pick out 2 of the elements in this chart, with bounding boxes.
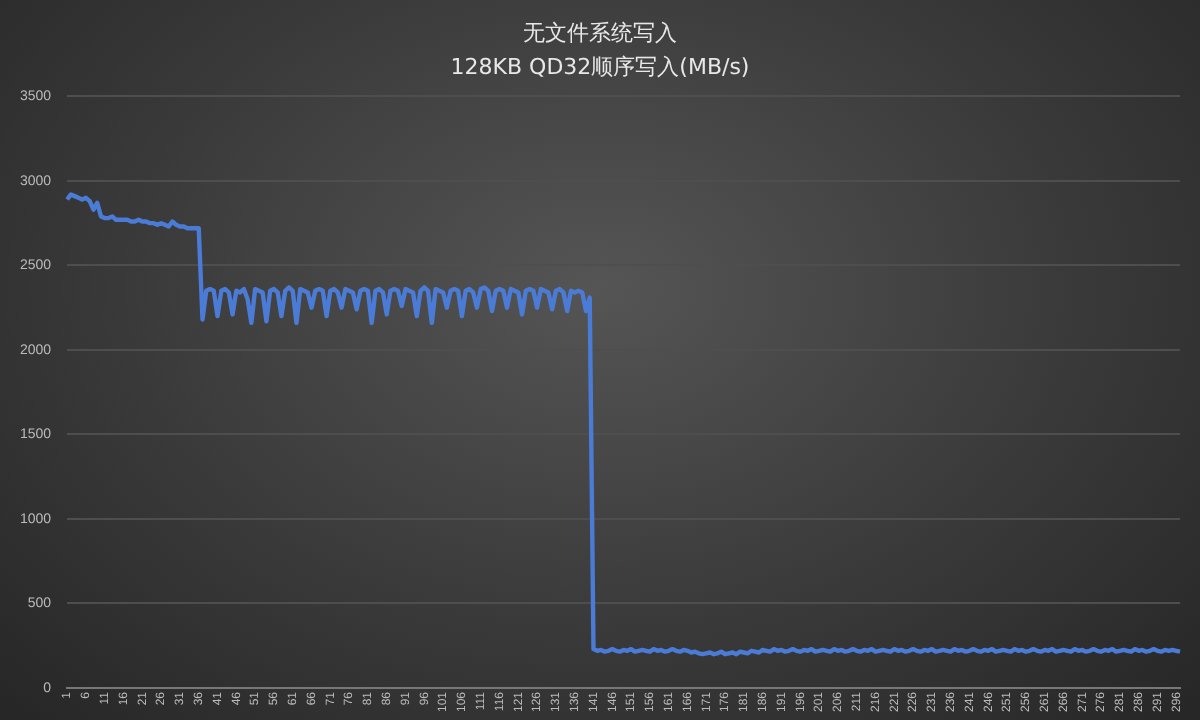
chart-subtitle: 128KB QD32顺序写入(MB/s) (448, 52, 752, 84)
chart-title: 无文件系统写入 (521, 18, 679, 50)
